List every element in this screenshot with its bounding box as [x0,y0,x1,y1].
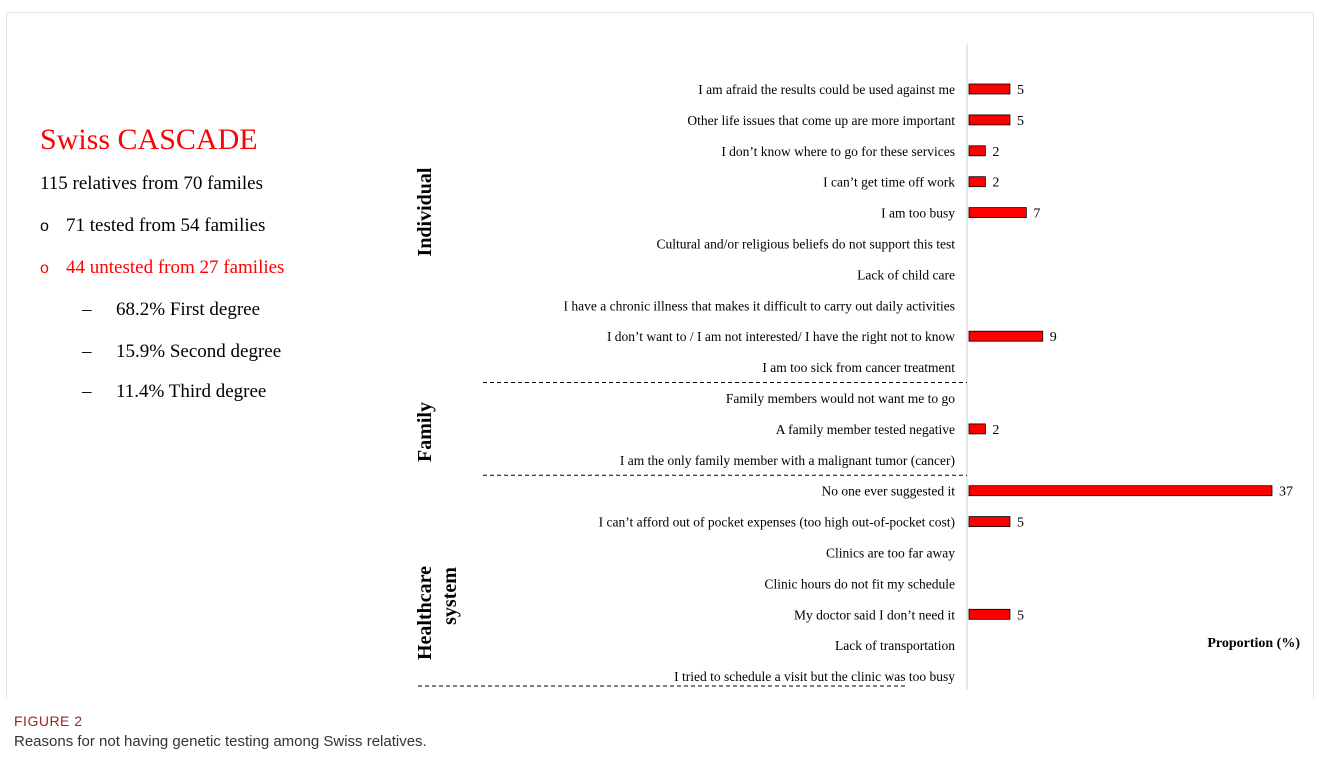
dash-icon: – [82,381,92,402]
category-label: Cultural and/or religious beliefs do not… [657,237,956,252]
first-degree-text: 68.2% First degree [116,299,261,320]
bar [968,176,986,188]
second-degree-text: 15.9% Second degree [116,341,282,362]
group-label: Family [414,402,436,462]
tested-text: 71 tested from 54 families [66,215,266,236]
category-label: I am too busy [881,206,955,221]
figure-caption: Reasons for not having genetic testing a… [14,733,427,750]
bar [968,207,1027,219]
bar [968,145,986,157]
data-label: 5 [1017,114,1024,129]
figure-label: FIGURE 2 [14,713,83,729]
second-degree-line: – 15.9% Second degree [82,340,281,364]
bar [968,83,1011,95]
bar [968,423,986,435]
third-degree-text: 11.4% Third degree [116,381,267,402]
tested-line: o 71 tested from 54 families [40,214,265,239]
category-label: I don’t know where to go for these servi… [721,144,955,159]
data-label: 9 [1050,330,1057,345]
bar [968,330,1044,342]
bar [968,485,1273,497]
data-label: 2 [992,145,999,160]
bar [968,114,1011,126]
category-label: I don’t want to / I am not interested/ I… [607,329,955,344]
category-label: Family members would not want me to go [726,391,955,406]
untested-text: 44 untested from 27 families [66,257,285,278]
category-label: Lack of transportation [835,638,955,653]
group-label-line-2: system [439,567,461,625]
panel-title: Swiss CASCADE [40,123,258,156]
category-label: I am the only family member with a malig… [620,453,955,468]
category-label: I am too sick from cancer treatment [762,360,955,375]
figure-frame [6,12,1314,699]
data-label: 2 [992,423,999,438]
bullet-icon: o [40,218,49,235]
group-label-line-1: Healthcare [414,566,436,660]
third-degree-line: – 11.4% Third degree [82,380,266,404]
group-label: Individual [414,167,436,256]
category-label: Other life issues that come up are more … [687,113,955,128]
first-degree-line: – 68.2% First degree [82,298,260,322]
dash-icon: – [82,341,92,362]
x-axis-label: Proportion (%) [1207,636,1300,651]
category-label: Clinics are too far away [826,546,955,561]
bar [968,516,1011,527]
data-label: 5 [1017,608,1024,623]
data-label: 2 [992,176,999,191]
category-label: A family member tested negative [776,422,955,437]
category-label: I have a chronic illness that makes it d… [563,298,955,313]
dash-icon: – [82,299,92,320]
category-label: Lack of child care [857,267,955,282]
category-label: No one ever suggested it [822,484,956,499]
category-label: Clinic hours do not fit my schedule [765,576,955,591]
category-label: I tried to schedule a visit but the clin… [674,669,955,684]
category-label: My doctor said I don’t need it [794,607,955,622]
category-label: I can’t afford out of pocket expenses (t… [599,515,955,530]
bullet-icon: o [40,260,49,277]
untested-line: o 44 untested from 27 families [40,256,284,281]
category-label: I am afraid the results could be used ag… [698,82,955,97]
total-relatives-text: 115 relatives from 70 familes [40,173,264,194]
bar [968,608,1011,620]
data-label: 5 [1017,83,1024,98]
data-label: 7 [1033,207,1040,222]
category-label: I can’t get time off work [823,175,955,190]
total-relatives-line: 115 relatives from 70 familes [40,172,263,196]
data-label: 37 [1279,485,1293,500]
data-label: 5 [1017,516,1024,531]
